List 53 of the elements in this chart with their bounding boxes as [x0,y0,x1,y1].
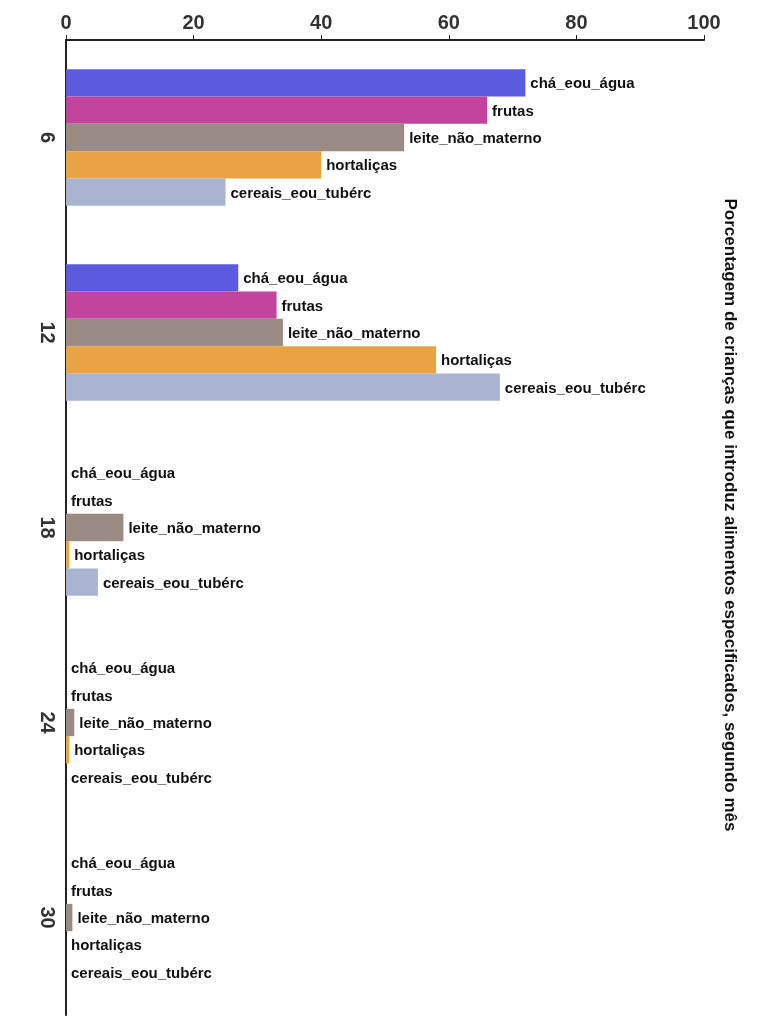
x-tick-label: 60 [437,11,460,33]
x-tick-label: 100 [687,11,721,33]
text: leite_não_materno [77,909,210,926]
y-tick-label: 30 [37,906,59,929]
bar [66,903,73,932]
text: frutas [71,491,113,509]
series-label: frutas [492,101,534,119]
series-label: leite_não_materno [128,519,261,536]
text: leite_não_materno [409,129,542,146]
x-tick-label: 40 [310,11,333,33]
series-label: hortaliças [326,156,398,174]
bar [66,69,526,97]
text: leite_não_materno [79,714,212,731]
bar [66,123,405,152]
text: chá_eou_água [71,464,176,482]
text: cereais_eou_tubérc [504,378,646,396]
y-tick-label: 12 [37,321,59,344]
bar [66,264,239,292]
text: hortaliças [441,351,512,369]
bar [66,541,70,569]
y-tick-label: 24 [37,711,59,735]
bar [66,178,226,206]
text: leite_não_materno [287,324,421,341]
y-tick-label: 6 [37,131,59,144]
bar [66,96,488,124]
series-label: cereais_eou_tubérc [230,183,372,201]
bar [66,708,75,737]
x-tick-label: 20 [182,11,205,33]
bar [66,151,322,179]
text: cereais_eou_tubérc [102,573,244,591]
y-tick-label: 18 [37,516,59,539]
text: chá_eou_água [71,659,176,677]
y-axis-title: Porcentagem de crianças que introduz alimentos especificados, segundo mês [720,198,740,832]
x-tick-label: 0 [60,11,72,33]
text: hortaliças [74,546,146,564]
text: chá_eou_água [243,269,348,287]
text: frutas [71,881,113,899]
text: frutas [281,296,324,314]
text: hortaliças [74,741,146,759]
text: chá_eou_água [71,854,176,872]
bar [66,736,70,764]
bar [66,513,124,542]
bar [66,346,437,374]
bar [66,318,283,347]
bar [66,568,98,596]
x-tick-label: 80 [565,11,588,33]
bar [66,373,500,401]
text: hortaliças [71,936,142,954]
text: cereais_eou_tubérc [71,963,212,981]
text: cereais_eou_tubérc [71,768,212,786]
text: frutas [71,686,113,704]
series-label: chá_eou_água [530,74,636,92]
bar [66,291,277,319]
